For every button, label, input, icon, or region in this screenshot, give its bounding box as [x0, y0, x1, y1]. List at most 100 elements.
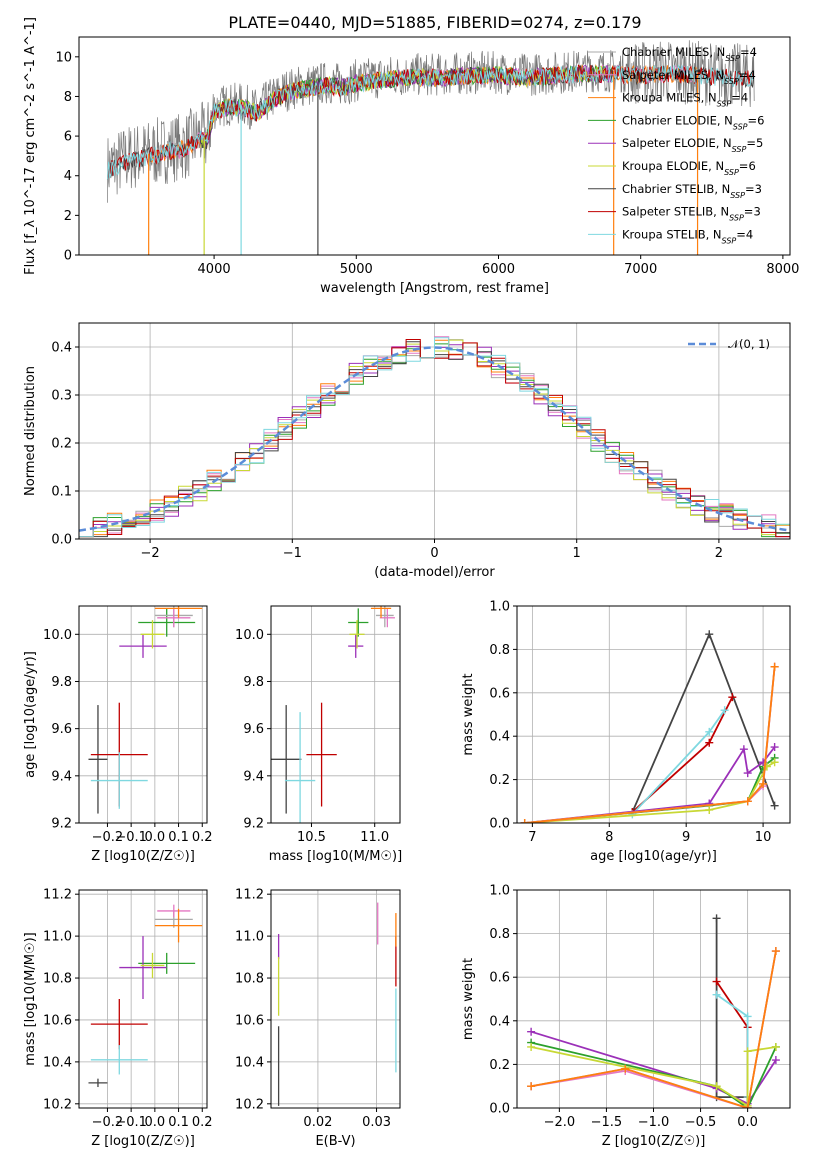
series-point — [527, 1082, 536, 1091]
legend-nssp-value: 4 — [748, 68, 755, 82]
y-tick-label: 9.8 — [51, 675, 72, 690]
y-tick-label: 0.1 — [51, 485, 72, 500]
x-tick-label: −1.0 — [638, 1115, 670, 1130]
x-tick-label: 0.2 — [192, 830, 213, 845]
y-tick-label: 9.4 — [51, 769, 72, 784]
legend-equals: = — [748, 113, 758, 127]
y-axis-label: mass weight — [461, 673, 476, 755]
y-tick-label: 10.0 — [235, 628, 264, 643]
y-tick-label: 2 — [64, 209, 72, 224]
y-tick-label: 9.6 — [51, 722, 72, 737]
x-tick-label: 0.1 — [168, 1115, 189, 1130]
x-axis-label: mass [log10(M/M☉)] — [269, 849, 402, 864]
y-tick-label: 0.4 — [51, 341, 72, 356]
legend-equals: = — [731, 91, 741, 105]
legend-nssp-subscript: SSP — [732, 145, 747, 154]
series-point — [771, 1056, 780, 1065]
series-point — [771, 947, 780, 956]
series-point — [743, 797, 752, 806]
series-line — [524, 666, 776, 823]
x-axis-label: (data-model)/error — [374, 565, 495, 580]
x-tick-label: 0 — [430, 546, 438, 561]
y-tick-label: 0.2 — [51, 437, 72, 452]
series-point — [771, 1042, 780, 1051]
y-tick-label: 10.4 — [235, 1055, 264, 1070]
legend-series-name: Chabrier ELODIE — [622, 113, 717, 127]
legend-nssp-subscript: SSP — [729, 213, 744, 222]
series-point — [712, 990, 721, 999]
series-point — [712, 914, 721, 923]
legend-series-name: Salpeter ELODIE — [622, 136, 716, 150]
series-point — [621, 1064, 630, 1073]
y-axis-label: mass weight — [461, 958, 476, 1040]
plot-area — [520, 630, 779, 823]
series-point — [743, 1104, 752, 1108]
legend-nssp-value: 3 — [753, 205, 760, 219]
y-tick-label: 10.2 — [43, 1097, 72, 1112]
y-tick-label: 0.8 — [489, 927, 510, 942]
series-point — [770, 758, 779, 767]
y-tick-label: 0.3 — [51, 389, 72, 404]
y-tick-label: 10.0 — [43, 628, 72, 643]
x-tick-label: −1.5 — [591, 1115, 623, 1130]
y-tick-label: 0 — [64, 249, 72, 264]
series-line — [524, 757, 776, 823]
x-tick-label: 7000 — [624, 262, 657, 277]
axes-frame — [78, 889, 208, 1109]
series-line — [631, 696, 734, 813]
plot-area — [277, 902, 397, 1106]
y-tick-label: 0.2 — [489, 1058, 510, 1073]
x-axis-label: Z [log10(Z/Z☉)] — [602, 1134, 706, 1149]
series-point — [743, 769, 752, 778]
legend-entry: Kroupa MILES, NSSP=4 — [622, 91, 748, 109]
axes-frame — [270, 889, 401, 1109]
panel-age-vs-Z: −0.2−0.10.0 0.1 0.2 9.2 9.4 9.6 9.8 10.0 Z [log1… — [23, 605, 213, 864]
y-axis-label: Normed distribution — [23, 366, 38, 496]
axes-frame — [78, 36, 791, 256]
legend-nssp-value: 4 — [741, 91, 748, 105]
y-tick-label: 10.6 — [235, 1013, 264, 1028]
x-tick-label: 0.0 — [145, 830, 166, 845]
x-tick-label: 2 — [715, 546, 723, 561]
x-axis-label: Z [log10(Z/Z☉)] — [91, 1134, 195, 1149]
y-tick-label: 0.0 — [489, 817, 510, 832]
x-tick-label: 0.0 — [737, 1115, 758, 1130]
y-tick-label: 9.2 — [243, 817, 264, 832]
legend-entry: Salpeter STELIB, NSSP=3 — [622, 205, 761, 223]
legend-nssp-text: , N — [717, 113, 733, 127]
legend-equals: = — [740, 45, 750, 59]
legend-normal-label: 𝒩(0, 1) — [728, 337, 770, 351]
plot-area — [88, 904, 203, 1088]
y-axis-label: age [log10(age/yr)] — [23, 651, 38, 778]
y-tick-label: 0.8 — [489, 643, 510, 658]
x-tick-label: 0.03 — [362, 1115, 391, 1130]
x-tick-label: −0.2 — [92, 1115, 124, 1130]
x-tick-label: 4000 — [198, 262, 231, 277]
y-tick-label: 10 — [55, 50, 72, 65]
y-tick-label: 10.8 — [43, 972, 72, 987]
x-tick-label: 9 — [682, 830, 690, 845]
plot-area — [527, 914, 780, 1108]
y-tick-label: 0.0 — [489, 1102, 510, 1117]
y-tick-label: 8 — [64, 90, 72, 105]
y-tick-label: 10.2 — [235, 1097, 264, 1112]
y-axis-label: Flux [f_λ 10^-17 erg cm^-2 s^-1 A^-1] — [23, 17, 38, 275]
model-spectrum — [106, 63, 754, 180]
axes-frame — [516, 889, 791, 1109]
legend-entry: Chabrier MILES, NSSP=4 — [622, 45, 757, 63]
series-line — [524, 666, 776, 823]
series-line — [530, 1041, 777, 1108]
legend-nssp-value: 4 — [746, 227, 753, 241]
y-tick-label: 0.4 — [489, 730, 510, 745]
x-tick-label: 10 — [755, 830, 772, 845]
y-tick-label: 11.0 — [235, 930, 264, 945]
legend-series-name: Salpeter STELIB — [622, 205, 713, 219]
legend-nssp-value: 4 — [750, 45, 757, 59]
y-tick-label: 1.0 — [489, 600, 510, 615]
legend-series-name: Salpeter MILES — [622, 68, 708, 82]
y-tick-label: 11.0 — [43, 930, 72, 945]
legend-equals: = — [736, 227, 746, 241]
legend-nssp-text: , N — [709, 45, 725, 59]
series-line — [716, 993, 749, 1098]
